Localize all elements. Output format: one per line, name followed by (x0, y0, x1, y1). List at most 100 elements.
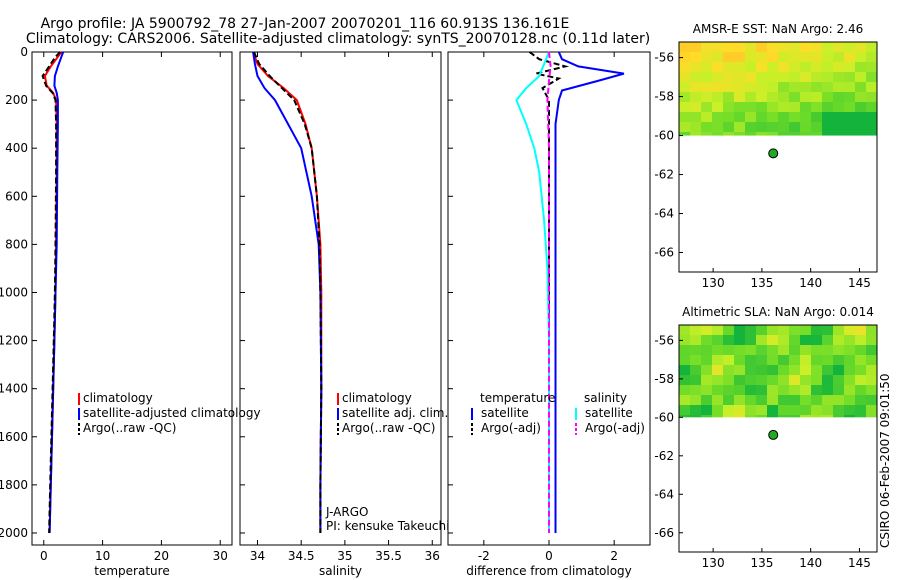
heatmap-cell (800, 365, 811, 375)
y-tick-label: -58 (654, 372, 674, 386)
heatmap-cell (822, 52, 833, 62)
heatmap-cell (745, 92, 756, 102)
x-tick-label: 130 (702, 556, 725, 570)
heatmap-cell (844, 325, 855, 335)
heatmap-cell (855, 345, 866, 355)
heatmap-cell (701, 62, 712, 72)
heatmap-cell (745, 82, 756, 92)
heatmap-cell (679, 92, 690, 102)
heatmap-cell (734, 62, 745, 72)
heatmap-cell (778, 395, 789, 405)
heatmap-cell (855, 62, 866, 72)
heatmap-cell (866, 62, 877, 72)
map-title: Altimetric SLA: NaN Argo: 0.014 (682, 305, 874, 319)
heatmap-cell (723, 82, 734, 92)
heatmap-cell (778, 72, 789, 82)
heatmap-cell (679, 355, 690, 365)
y-tick-label: 800 (5, 237, 28, 251)
title-line-2: Climatology: CARS2006. Satellite-adjuste… (26, 31, 650, 47)
heatmap-cell (712, 102, 723, 112)
heatmap-cell (745, 102, 756, 112)
heatmap-cell (690, 345, 701, 355)
heatmap-cell (800, 122, 811, 132)
heatmap-cell (866, 72, 877, 82)
heatmap-cell (701, 122, 712, 132)
heatmap-cell (811, 385, 822, 395)
heatmap-cell (701, 42, 712, 52)
heatmap-cell (745, 365, 756, 375)
heatmap-cell (756, 102, 767, 112)
heatmap-cell (789, 132, 800, 136)
map-frame (678, 41, 878, 273)
heatmap-cell (767, 72, 778, 82)
heatmap-cell (734, 355, 745, 365)
heatmap-cell (734, 52, 745, 62)
heatmap-cell (679, 335, 690, 345)
heatmap-cell (855, 72, 866, 82)
heatmap-cell (734, 385, 745, 395)
profile-panel-3 (447, 51, 651, 546)
heatmap-cell (844, 52, 855, 62)
y-tick-label: 1000 (0, 285, 28, 299)
heatmap-cell (833, 52, 844, 62)
heatmap-cell (745, 132, 756, 136)
heatmap-cell (712, 415, 723, 418)
heatmap-cell (800, 325, 811, 335)
heatmap-cell (723, 405, 734, 415)
x-axis-label: difference from climatology (466, 564, 632, 578)
heatmap-cell (756, 132, 767, 136)
heatmap-cell (833, 132, 844, 136)
heatmap-cell (701, 385, 712, 395)
heatmap-cell (756, 62, 767, 72)
heatmap-cell (844, 122, 855, 132)
heatmap-cell (822, 395, 833, 405)
heatmap-cell (756, 355, 767, 365)
heatmap-cell (723, 335, 734, 345)
heatmap-cell (734, 415, 745, 418)
heatmap-cell (734, 72, 745, 82)
heatmap-cell (756, 345, 767, 355)
heatmap-cell (800, 345, 811, 355)
heatmap-cell (690, 415, 701, 418)
heatmap-cell (811, 325, 822, 335)
heatmap-cell (822, 102, 833, 112)
heatmap-cell (767, 355, 778, 365)
heatmap-cell (822, 62, 833, 72)
heatmap-cell (778, 52, 789, 62)
heatmap-cell (844, 92, 855, 102)
heatmap-cell (833, 42, 844, 52)
heatmap-cell (734, 122, 745, 132)
y-tick-label: 2000 (0, 526, 28, 540)
heatmap-cell (756, 72, 767, 82)
heatmap-cell (822, 405, 833, 415)
heatmap-cell (778, 415, 789, 418)
heatmap-cell (767, 405, 778, 415)
heatmap-cell (767, 42, 778, 52)
float-position-marker (768, 148, 779, 159)
heatmap-cell (800, 335, 811, 345)
heatmap-cell (723, 72, 734, 82)
heatmap-cell (789, 112, 800, 122)
heatmap-cell (701, 132, 712, 136)
heatmap-cell (690, 335, 701, 345)
heatmap-cell (855, 325, 866, 335)
heatmap-cell (712, 82, 723, 92)
heatmap-cell (811, 82, 822, 92)
heatmap-cell (789, 102, 800, 112)
heatmap-cell (734, 395, 745, 405)
heatmap-cell (833, 82, 844, 92)
heatmap-cell (701, 355, 712, 365)
heatmap-cell (789, 365, 800, 375)
heatmap-cell (679, 42, 690, 52)
heatmap-cell (745, 405, 756, 415)
heatmap-cell (679, 375, 690, 385)
heatmap-cell (767, 52, 778, 62)
heatmap-cell (789, 345, 800, 355)
legend-heading: salinity (584, 391, 627, 405)
heatmap-cell (822, 122, 833, 132)
heatmap-cell (745, 345, 756, 355)
heatmap-cell (789, 375, 800, 385)
heatmap-cell (690, 375, 701, 385)
heatmap-cell (712, 365, 723, 375)
heatmap-cell (855, 122, 866, 132)
